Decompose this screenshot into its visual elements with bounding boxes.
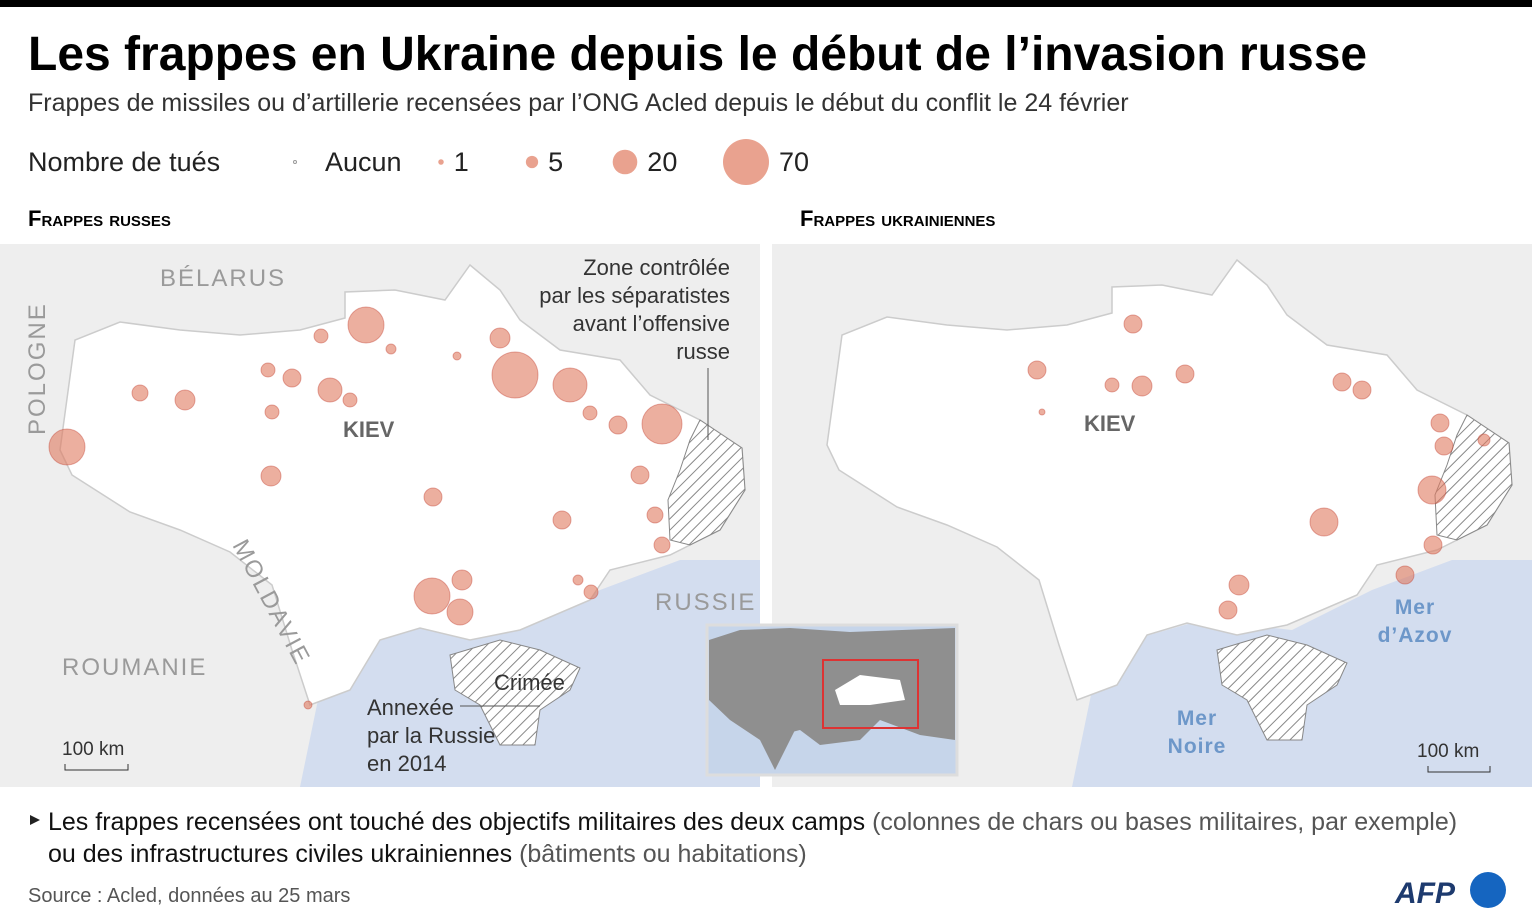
- legend-title: Nombre de tués: [28, 147, 220, 177]
- city-label: KIEV: [343, 417, 395, 442]
- legend-circle: [722, 138, 770, 186]
- footnote: Les frappes recensées ont touché des obj…: [48, 808, 1457, 836]
- footnote-normal: (bâtiments ou habitations): [519, 840, 807, 868]
- zone-label: russe: [676, 339, 730, 364]
- footnote: ou des infrastructures civiles ukrainien…: [48, 840, 807, 868]
- map-title: Frappes russes: [28, 206, 171, 231]
- legend-label: 1: [454, 147, 469, 177]
- country-label: BÉLARUS: [160, 265, 286, 292]
- scale-label: 100 km: [62, 739, 124, 760]
- annexed-label: Annexée: [367, 695, 454, 720]
- zone-label: par les séparatistes: [539, 283, 730, 308]
- sea-label: d’Azov: [1378, 624, 1453, 647]
- legend-none-label: Aucun: [325, 147, 402, 177]
- country-label: POLOGNE: [24, 302, 51, 435]
- title: Les frappes en Ukraine depuis le début d…: [28, 28, 1367, 81]
- sea-label: Noire: [1168, 735, 1227, 758]
- footnote-bold: ou des infrastructures civiles ukrainien…: [48, 840, 512, 868]
- legend: Nombre de tués Aucun 1 5 20 70: [28, 138, 809, 186]
- legend-circle: [438, 159, 444, 165]
- logo: AFP: [1394, 877, 1456, 910]
- map-title: Frappes ukrainiennes: [800, 206, 995, 231]
- scale-label: 100 km: [1417, 741, 1479, 762]
- legend-label: 70: [779, 147, 809, 177]
- inset-map: [705, 623, 959, 777]
- subtitle: Frappes de missiles ou d’artillerie rece…: [28, 89, 1129, 117]
- footnote-bold: Les frappes recensées ont touché des obj…: [48, 808, 865, 836]
- zone-label: Zone contrôlée: [583, 255, 730, 280]
- annexed-label: par la Russie: [367, 723, 495, 748]
- annexed-label: en 2014: [367, 751, 447, 776]
- sea-label: Mer: [1395, 596, 1435, 619]
- legend-none-dot: [293, 160, 297, 164]
- legend-label: 5: [548, 147, 563, 177]
- zone-label: avant l’offensive: [573, 311, 730, 336]
- source: Source : Acled, données au 25 mars: [28, 885, 350, 907]
- logo-circle: [1470, 872, 1506, 908]
- top-bar: [0, 0, 1532, 7]
- city-label: KIEV: [1084, 411, 1136, 436]
- sea-label: Mer: [1177, 707, 1217, 730]
- legend-label: 20: [647, 147, 677, 177]
- footnote-normal: (colonnes de chars ou bases militaires, …: [872, 808, 1457, 836]
- crimea-label: Crimée: [494, 670, 565, 695]
- country-label: RUSSIE: [655, 589, 756, 616]
- legend-circle: [525, 155, 539, 169]
- legend-circle: [612, 149, 638, 175]
- map-left: BÉLARUS POLOGNE MOLDAVIE ROUMANIE RUSSIE…: [0, 244, 760, 787]
- country-label: ROUMANIE: [62, 654, 207, 681]
